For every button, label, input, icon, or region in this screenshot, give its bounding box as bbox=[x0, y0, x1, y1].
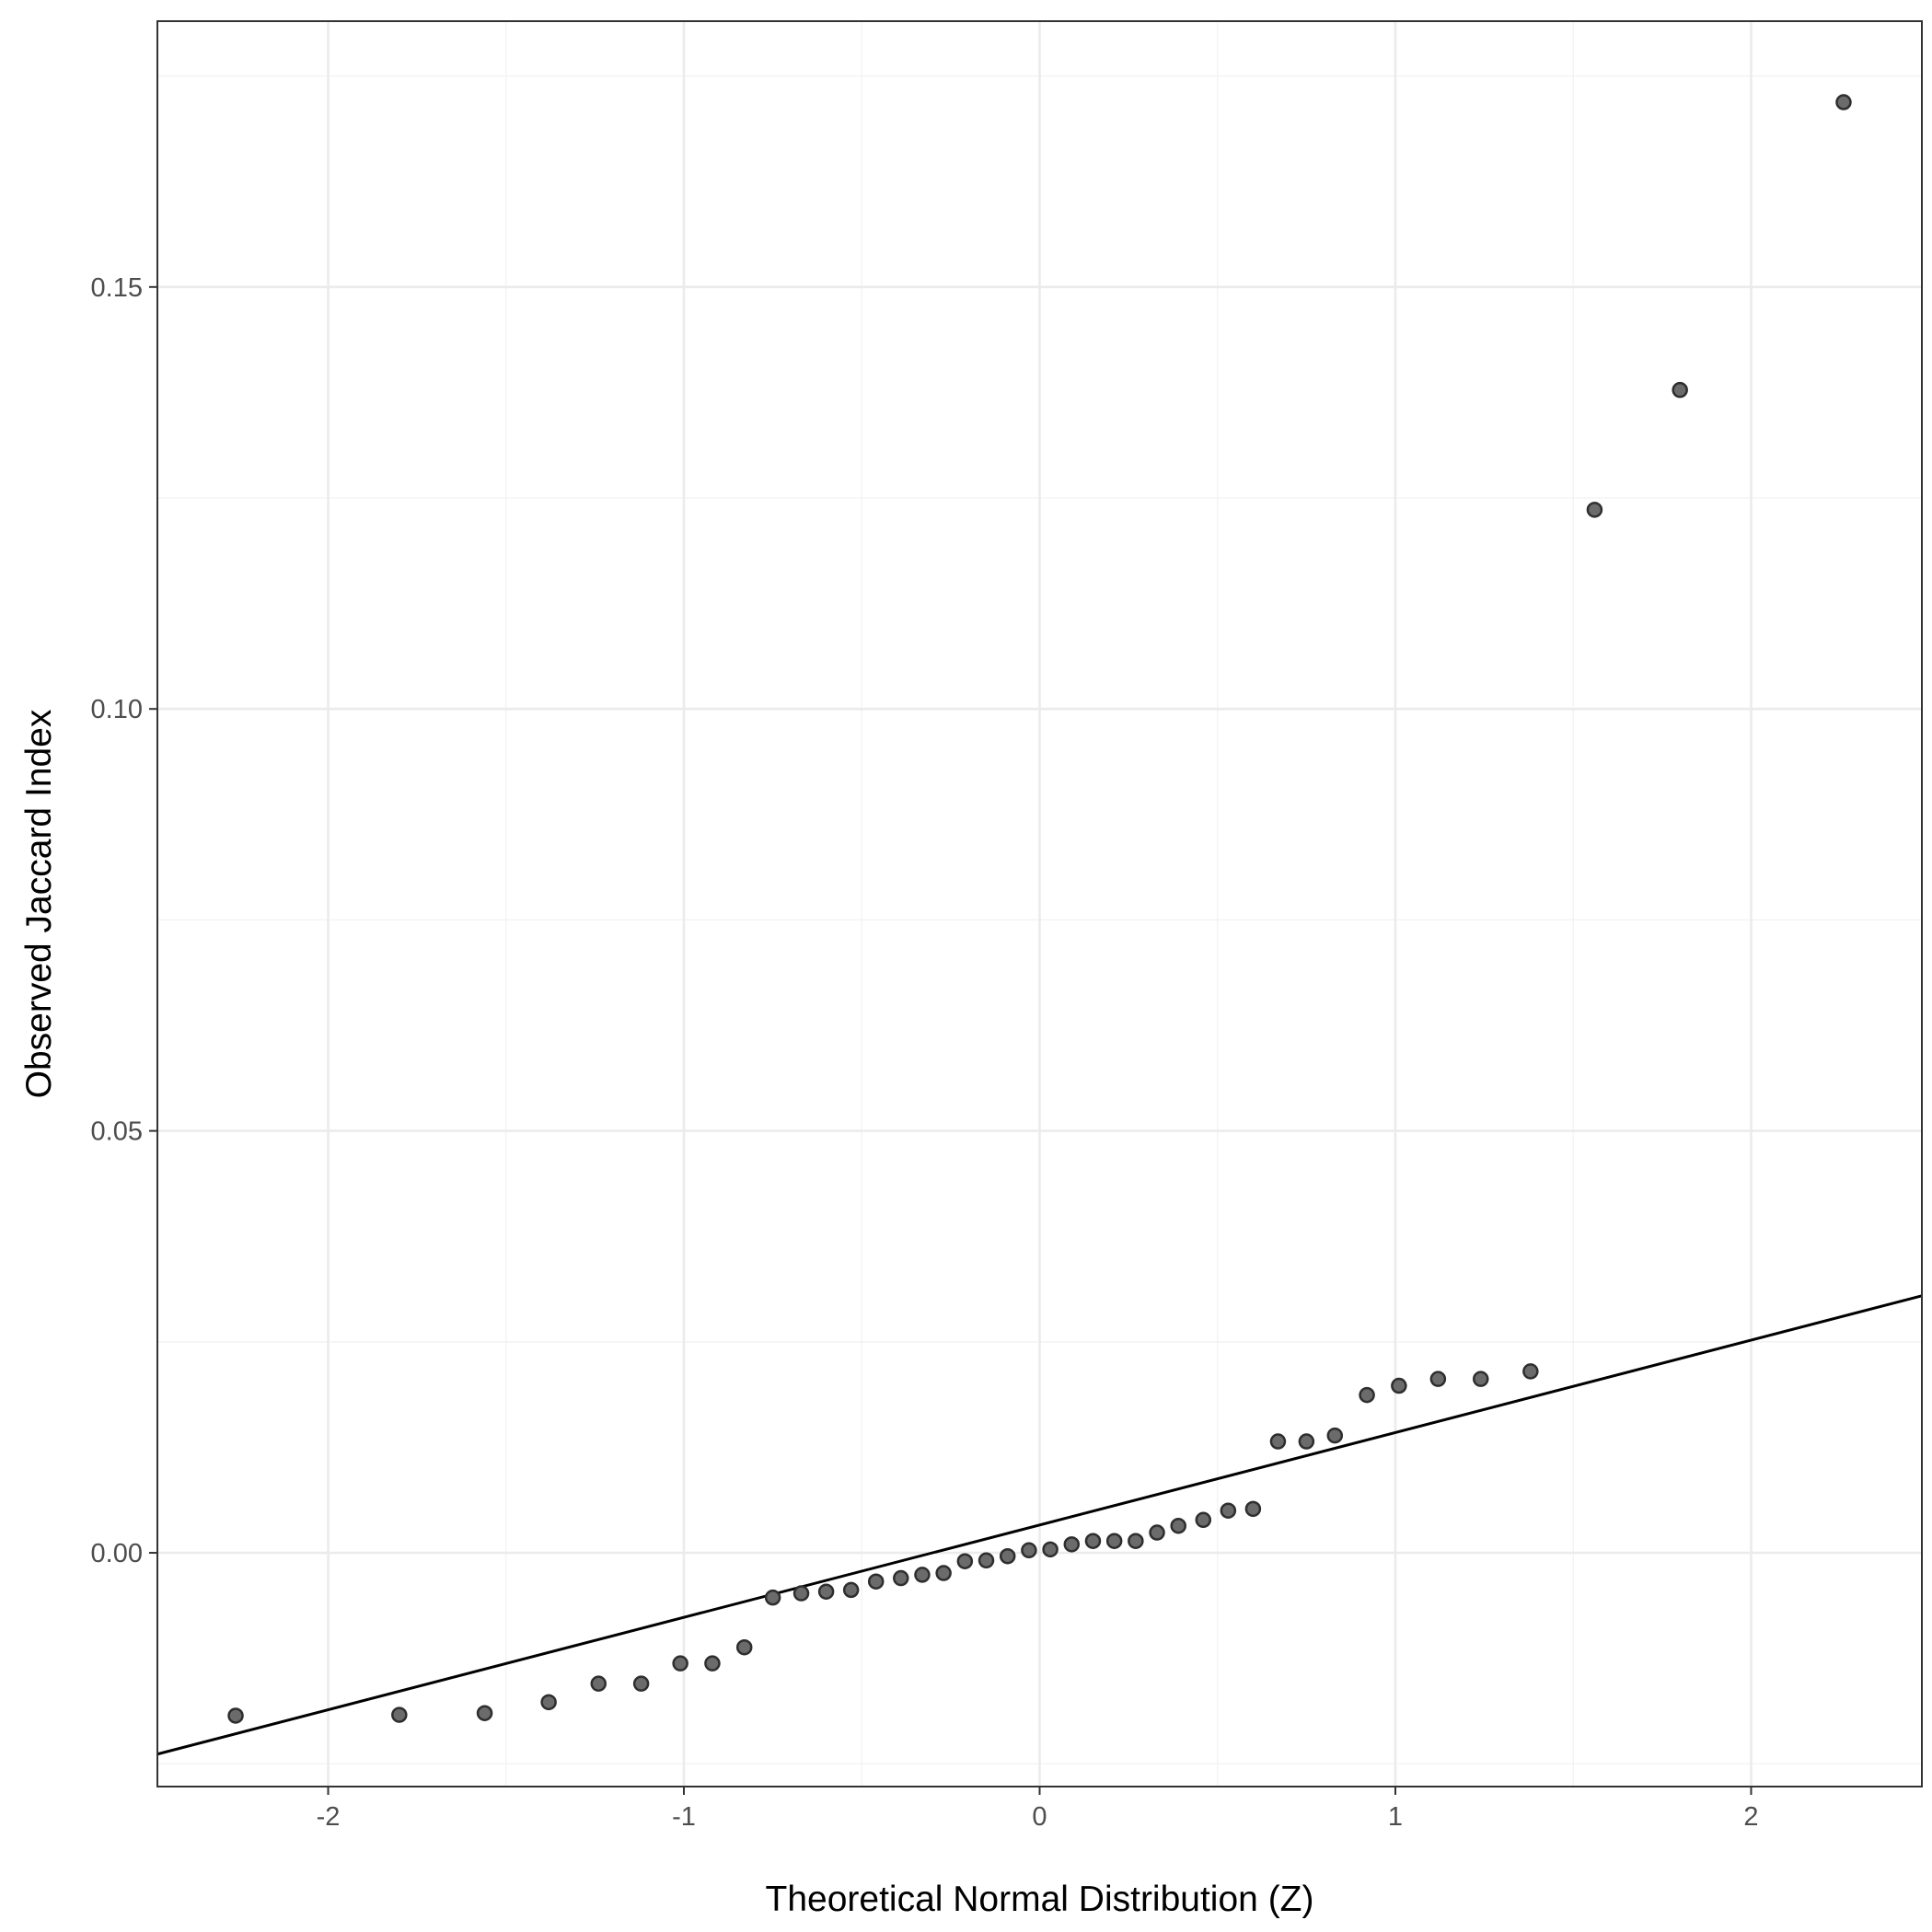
data-point-41 bbox=[1835, 94, 1852, 110]
data-point-3 bbox=[540, 1694, 557, 1711]
data-point-31 bbox=[1269, 1433, 1287, 1450]
x-tick-label-3: 1 bbox=[1388, 1802, 1403, 1832]
data-point-17 bbox=[956, 1553, 974, 1569]
data-point-23 bbox=[1084, 1533, 1102, 1549]
data-point-6 bbox=[672, 1655, 688, 1672]
data-point-25 bbox=[1128, 1533, 1144, 1549]
data-point-29 bbox=[1220, 1502, 1237, 1519]
reference-line-group bbox=[156, 1294, 1923, 1756]
data-point-2 bbox=[476, 1705, 493, 1721]
data-point-8 bbox=[735, 1638, 753, 1656]
data-point-20 bbox=[1021, 1542, 1037, 1559]
data-point-32 bbox=[1298, 1433, 1315, 1450]
grid-lines bbox=[157, 21, 1922, 1787]
data-point-4 bbox=[590, 1675, 607, 1692]
data-point-36 bbox=[1429, 1371, 1447, 1387]
data-point-0 bbox=[227, 1707, 244, 1724]
data-point-11 bbox=[817, 1583, 835, 1600]
data-point-10 bbox=[792, 1585, 810, 1602]
data-point-19 bbox=[999, 1547, 1016, 1565]
data-point-37 bbox=[1473, 1371, 1489, 1387]
data-point-40 bbox=[1672, 381, 1688, 399]
y-tick-label-2: 0.10 bbox=[91, 695, 143, 724]
data-point-7 bbox=[704, 1655, 721, 1672]
tick-labels: -2 -1 0 1 2 0.00 0.05 0.10 0.15 bbox=[91, 273, 1759, 1832]
x-tick-label-4: 2 bbox=[1743, 1802, 1758, 1832]
data-point-39 bbox=[1586, 502, 1603, 518]
data-point-33 bbox=[1326, 1427, 1344, 1444]
data-point-5 bbox=[632, 1675, 650, 1692]
data-point-22 bbox=[1063, 1536, 1081, 1553]
data-point-18 bbox=[978, 1552, 995, 1569]
x-axis-title: Theoretical Normal Distribution (Z) bbox=[766, 1880, 1314, 1919]
data-point-38 bbox=[1522, 1363, 1539, 1380]
data-point-30 bbox=[1244, 1500, 1262, 1518]
data-point-28 bbox=[1195, 1511, 1212, 1529]
data-point-21 bbox=[1042, 1541, 1059, 1558]
x-tick-label-0: -2 bbox=[317, 1802, 341, 1832]
data-point-16 bbox=[935, 1565, 952, 1581]
y-axis-title: Observed Jaccard Index bbox=[19, 709, 59, 1098]
data-point-15 bbox=[914, 1567, 931, 1583]
data-point-26 bbox=[1149, 1524, 1165, 1541]
y-tick-label-0: 0.00 bbox=[91, 1539, 143, 1568]
reference-line bbox=[156, 1294, 1923, 1756]
data-point-14 bbox=[893, 1569, 909, 1587]
y-tick-label-3: 0.15 bbox=[91, 273, 143, 303]
data-points bbox=[227, 94, 1852, 1724]
data-point-12 bbox=[842, 1581, 860, 1599]
data-point-9 bbox=[764, 1589, 781, 1606]
x-tick-label-1: -1 bbox=[672, 1802, 696, 1832]
data-point-35 bbox=[1391, 1377, 1407, 1394]
data-point-13 bbox=[867, 1573, 885, 1590]
axis-ticks bbox=[149, 285, 1753, 1795]
y-tick-label-1: 0.05 bbox=[91, 1117, 143, 1147]
data-point-1 bbox=[391, 1706, 408, 1723]
data-point-24 bbox=[1105, 1533, 1123, 1549]
x-tick-label-2: 0 bbox=[1032, 1802, 1047, 1832]
data-point-27 bbox=[1170, 1517, 1186, 1534]
data-point-34 bbox=[1359, 1386, 1375, 1404]
